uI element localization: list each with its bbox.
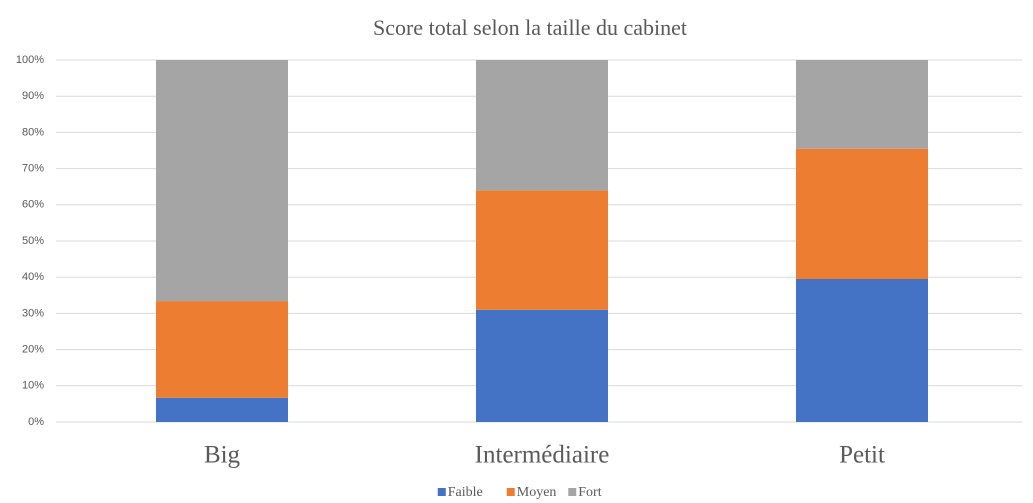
y-tick-label: 80% bbox=[22, 126, 44, 138]
y-tick-label: 100% bbox=[16, 54, 44, 66]
bar-segment bbox=[796, 279, 928, 422]
y-tick-label: 50% bbox=[22, 235, 44, 247]
chart-title: Score total selon la taille du cabinet bbox=[373, 15, 687, 40]
bar-segment bbox=[476, 60, 608, 191]
legend-label: Fort bbox=[578, 485, 601, 500]
x-tick-label: Big bbox=[204, 442, 241, 469]
y-tick-label: 0% bbox=[28, 416, 44, 428]
legend-swatch bbox=[506, 488, 515, 496]
y-tick-label: 70% bbox=[22, 163, 44, 175]
x-tick-label: Intermédiaire bbox=[475, 442, 610, 469]
bar-segment bbox=[476, 309, 608, 422]
bar-segment bbox=[156, 397, 288, 422]
bar-segment bbox=[476, 190, 608, 310]
y-tick-label: 10% bbox=[22, 380, 44, 392]
legend-swatch bbox=[437, 488, 446, 496]
x-tick-label: Petit bbox=[839, 442, 885, 469]
bar-segment bbox=[156, 60, 288, 302]
y-tick-label: 90% bbox=[22, 90, 44, 102]
y-tick-label: 60% bbox=[22, 199, 44, 211]
bar-segment bbox=[796, 60, 928, 149]
legend-label: Moyen bbox=[517, 485, 557, 500]
legend-label: Faible bbox=[448, 485, 483, 500]
bar-segment bbox=[796, 148, 928, 280]
y-tick-label: 30% bbox=[22, 307, 44, 319]
legend-swatch bbox=[568, 488, 577, 496]
y-tick-label: 40% bbox=[22, 271, 44, 283]
bar-segment bbox=[156, 301, 288, 398]
y-tick-label: 20% bbox=[22, 344, 44, 356]
